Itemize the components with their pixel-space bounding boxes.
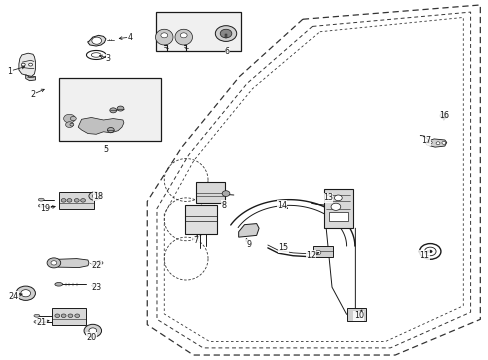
Circle shape [220,29,231,38]
Polygon shape [78,117,123,134]
Text: 15: 15 [278,243,288,252]
Circle shape [75,314,80,318]
Text: 9: 9 [246,240,251,249]
Text: 8: 8 [221,201,226,210]
Text: 20: 20 [86,333,96,342]
Ellipse shape [38,198,44,201]
Text: 7: 7 [193,236,198,245]
Circle shape [55,314,60,318]
Ellipse shape [34,320,40,323]
Circle shape [29,63,32,66]
Circle shape [89,328,97,334]
Polygon shape [175,29,192,45]
Circle shape [84,324,102,337]
Bar [59,192,94,209]
Circle shape [161,33,167,38]
Text: 4: 4 [127,33,132,42]
Circle shape [435,142,439,145]
Text: 3: 3 [105,54,111,63]
Ellipse shape [96,261,103,265]
Circle shape [441,141,445,144]
Circle shape [21,63,25,66]
Text: 17: 17 [420,136,430,145]
Circle shape [21,290,30,297]
Circle shape [81,199,85,202]
Circle shape [427,250,431,253]
Circle shape [67,199,72,202]
Ellipse shape [55,283,62,286]
Bar [312,246,332,257]
Polygon shape [155,29,173,45]
Circle shape [70,116,76,121]
Text: 18: 18 [93,192,103,201]
Circle shape [117,106,123,111]
Text: 5: 5 [103,145,108,154]
Bar [328,212,347,221]
Polygon shape [26,75,35,81]
Circle shape [47,258,61,268]
Text: 13: 13 [323,193,332,202]
Bar [224,33,227,38]
Polygon shape [425,139,446,147]
Bar [52,307,85,325]
Circle shape [65,122,73,127]
Polygon shape [50,258,89,267]
Circle shape [68,314,73,318]
Text: 23: 23 [91,283,102,292]
Text: 19: 19 [40,204,50,213]
Circle shape [334,195,342,201]
Text: 22: 22 [91,261,102,270]
Circle shape [51,261,57,265]
Text: 10: 10 [353,311,363,320]
Polygon shape [238,224,259,237]
Bar [59,78,161,141]
Polygon shape [88,35,106,46]
Bar [346,307,366,321]
Circle shape [107,127,114,132]
Ellipse shape [38,204,44,207]
Circle shape [427,141,431,144]
Text: 1: 1 [8,67,13,76]
Text: 11: 11 [419,251,428,260]
Ellipse shape [34,314,40,317]
Circle shape [89,192,101,201]
Polygon shape [19,53,35,76]
Circle shape [70,123,74,126]
Circle shape [74,199,79,202]
Text: 2: 2 [30,90,36,99]
Circle shape [61,314,66,318]
Bar [156,12,241,51]
Text: 24: 24 [8,292,19,301]
Circle shape [330,203,340,210]
Text: 6: 6 [224,47,229,56]
Circle shape [110,108,116,113]
Circle shape [63,114,75,123]
Circle shape [314,250,320,255]
Text: 21: 21 [36,318,46,327]
Text: 14: 14 [276,201,286,210]
Circle shape [92,194,97,198]
Circle shape [215,26,236,41]
Bar [185,205,216,234]
Circle shape [92,37,102,44]
Circle shape [16,286,35,300]
Text: 16: 16 [438,111,448,120]
Text: 12: 12 [305,251,316,260]
Circle shape [61,199,66,202]
Bar [196,182,224,203]
Circle shape [180,33,187,38]
Bar [323,189,352,228]
Circle shape [222,191,229,197]
Circle shape [439,113,447,118]
